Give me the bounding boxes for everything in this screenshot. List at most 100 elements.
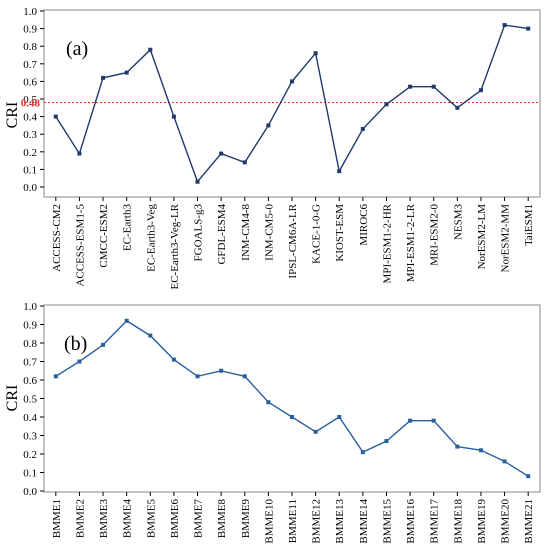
panel-b-data-point (101, 342, 106, 347)
panel-a-data-point (502, 23, 507, 28)
panel-a-ytick-label: 0.7 (23, 59, 37, 71)
panel-a-data-point (148, 47, 153, 52)
panel-a-xtick-label: MIROC6 (358, 204, 370, 246)
panel-a-xtick-label: IPSL-CM6A-LR (287, 203, 299, 278)
panel-b-series-line (55, 319, 529, 477)
panel-b-ytick-label: 0.9 (23, 320, 37, 332)
panel-b-ytick-label: 0.5 (23, 394, 37, 406)
panel-b-xtick-label: BMME12 (311, 499, 323, 544)
panel-b-ytick-label: 1.0 (23, 301, 37, 313)
panel-a-ytick-label: 0.2 (23, 147, 37, 159)
panel-b-xtick-label: BMME4 (122, 499, 134, 539)
panel-b-data-point (290, 415, 294, 419)
panel-b-ytick-label: 0.1 (23, 468, 37, 480)
panel-a-xtick-label: EC-Earth3 (122, 204, 134, 252)
panel-a-xtick-label: GFDL-ESM4 (216, 204, 228, 265)
panel-b-data-point (313, 429, 318, 434)
panel-b-xtick-label: BMME6 (169, 499, 181, 539)
panel-a-data-point (337, 169, 342, 174)
panel-b-xtick-label: BMME16 (405, 499, 417, 544)
panel-a-data-point (171, 114, 176, 119)
panel-b-ytick-label: 0.4 (23, 412, 37, 424)
panel-a-threshold-label: 0.48 (21, 98, 41, 110)
panel-a-xtick-label: NorESM2-LM (476, 204, 488, 270)
panel-a-data-point (526, 26, 531, 31)
panel-b-xtick-label: BMME3 (98, 499, 110, 539)
panel-a-data-point (478, 88, 483, 93)
panel-a-xtick-label: NorESM2-MM (500, 204, 512, 273)
panel-b-data-point (171, 357, 176, 362)
panel-b-xtick-label: BMME13 (334, 499, 346, 544)
panel-b-label: (b) (64, 333, 87, 355)
panel-b-data-point (478, 448, 483, 453)
panel-b-data-point (242, 374, 247, 379)
panel-b-data-point (455, 444, 460, 449)
panel-a-data-point (77, 151, 82, 156)
panel-a-ytick-label: 0.8 (23, 41, 37, 53)
panel-a-ytick-label: 0.0 (23, 182, 37, 194)
panel-b-ytick-label: 0.8 (23, 338, 37, 350)
panel-b-xtick-label: BMME18 (452, 499, 464, 544)
panel-a-series-line (55, 24, 529, 184)
panel-b-ytick-label: 0.7 (23, 357, 37, 369)
panel-a-xtick-label: FGOALS-g3 (193, 204, 205, 262)
panel-a-data-point (266, 123, 271, 128)
panel-a-data-point (219, 151, 224, 156)
panel-b-data-point (337, 415, 342, 419)
panel-a-data-point (290, 79, 294, 84)
panel-b-ytick-label: 0.3 (23, 431, 37, 443)
panel-b-frame (43, 304, 541, 493)
panel-a-xtick-label: MRI-ESM2-0 (429, 204, 441, 266)
panel-b-xtick-label: BMME10 (263, 499, 275, 544)
panel-a-xtick-label: CMCC-ESM2 (98, 204, 110, 268)
panel-b: (b) CRI 0.0 0.1 0.2 0.3 0.4 0.5 0.6 0.7 0.8 0.9 1.… (4, 301, 541, 544)
panel-b-data-point (148, 333, 153, 338)
panel-a-xtick-label: KACE-1-0-G (311, 204, 323, 264)
panel-a-ytick-label: 0.6 (23, 76, 37, 88)
panel-b-xtick-label: BMME20 (500, 499, 512, 544)
panel-a-ytick-label: 0.5 (23, 94, 37, 106)
panel-b-xtick-label: BMME19 (476, 499, 488, 544)
panel-b-data-point (526, 474, 531, 479)
panel-b-data-point (77, 359, 82, 364)
panel-a-xtick-label: TaiESM1 (523, 204, 535, 246)
panel-a-data-point (242, 160, 247, 165)
panel-b-xtick-label: BMME17 (429, 499, 441, 544)
panel-b-ytick-label: 0.2 (23, 449, 37, 461)
panel-a-data-point (313, 51, 318, 56)
panel-a-label: (a) (66, 38, 88, 60)
panel-a-data-point (124, 70, 129, 75)
panel-b-data-point (219, 368, 224, 373)
panel-a-ytick-label: 0.3 (23, 129, 37, 141)
panel-a-ytick-label: 0.4 (23, 112, 37, 124)
panel-a-xtick-label: INM-CM4-8 (240, 204, 252, 261)
panel-b-data-point (124, 318, 129, 323)
panel-b-ytick-label: 0.0 (23, 486, 37, 498)
panel-b-xtick-label: BMME7 (193, 499, 205, 539)
panel-a-data-point (195, 179, 200, 184)
panel-a-ylabel: CRI (4, 102, 21, 129)
panel-b-ytick-label: 0.6 (23, 375, 37, 387)
panel-b-data-point (53, 374, 58, 379)
panel-a-xtick-label: MPI-ESM1-2-HR (381, 203, 393, 283)
panel-b-xtick-label: BMME11 (287, 499, 299, 543)
panel-a-xtick-label: KIOST-ESM (334, 204, 346, 262)
panel-a-xtick-label: INM-CM5-0 (263, 204, 275, 261)
panel-a-data-point (408, 84, 413, 89)
panel-a-data-point (384, 102, 389, 107)
panel-a-data-point (101, 75, 106, 80)
panel-b-xtick-label: BMME21 (523, 499, 535, 544)
panel-a-data-point (455, 105, 460, 110)
panel-b-xtick-label: BMME9 (240, 499, 252, 539)
panel-a-data-point (53, 114, 58, 119)
panel-b-xtick-label: BMME8 (216, 499, 228, 539)
panel-a-ytick-label: 0.1 (23, 164, 37, 176)
panel-a-xtick-label: ACCESS-CM2 (51, 204, 63, 272)
panel-a-frame (43, 9, 541, 198)
panel-a-ytick-label: 0.9 (23, 24, 37, 36)
panel-a-data-point (360, 126, 365, 131)
panel-a-xtick-label: NESM3 (452, 204, 464, 241)
panel-b-data-point (195, 374, 200, 379)
panel-b-xtick-label: BMME5 (145, 499, 157, 539)
